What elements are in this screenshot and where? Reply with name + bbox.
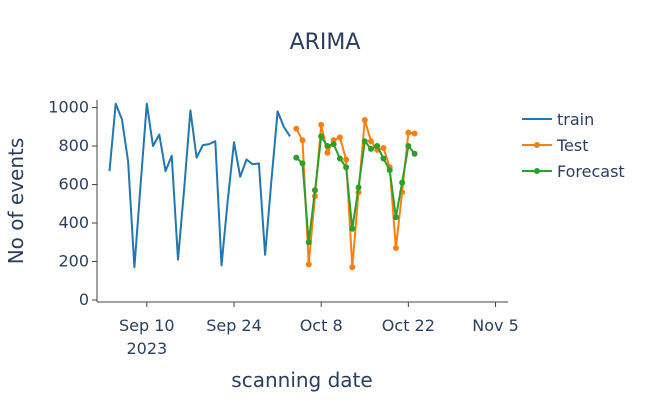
x-axis-title: scanning date — [231, 368, 372, 392]
data-point-forecast — [392, 214, 399, 221]
legend-label: Test — [556, 136, 589, 155]
x-tick-label: Nov 5 — [472, 316, 519, 335]
x-tick-label: Oct 8 — [300, 316, 343, 335]
data-point-test — [305, 261, 312, 268]
legend-swatch-marker — [534, 142, 540, 148]
data-point-forecast — [405, 143, 412, 150]
data-point-forecast — [299, 160, 306, 167]
x-tick-label: Oct 22 — [382, 316, 435, 335]
data-point-test — [380, 144, 387, 151]
x-axis: Sep 10 2023 Sep 24 Oct 8 Oct 22 Nov 5 — [97, 301, 519, 358]
data-point-forecast — [336, 155, 343, 162]
x-tick-label: Sep 10 — [119, 316, 175, 335]
y-tick-label: 200 — [58, 252, 89, 271]
legend-item-forecast[interactable]: Forecast — [522, 162, 625, 181]
series-forecast — [293, 133, 418, 246]
y-tick-label: 400 — [58, 213, 89, 232]
data-point-forecast — [380, 155, 387, 162]
legend-swatch-marker — [534, 168, 540, 174]
data-point-test — [324, 149, 331, 156]
data-point-test — [336, 134, 343, 141]
legend-label: train — [557, 110, 594, 129]
legend-label: Forecast — [557, 162, 625, 181]
data-point-forecast — [399, 179, 406, 186]
data-point-test — [293, 125, 300, 132]
data-point-forecast — [361, 138, 368, 145]
data-point-forecast — [411, 150, 418, 157]
data-point-test — [411, 130, 418, 137]
data-point-forecast — [330, 141, 337, 148]
y-tick-label: 0 — [79, 290, 89, 309]
data-point-forecast — [311, 187, 318, 194]
data-point-forecast — [318, 133, 325, 140]
data-point-test — [361, 117, 368, 124]
series-train — [108, 102, 291, 269]
data-point-forecast — [343, 164, 350, 171]
legend-item-train[interactable]: train — [522, 110, 594, 129]
y-axis: 0 200 400 600 800 1000 — [48, 98, 98, 309]
series-line-train — [108, 102, 291, 269]
y-tick-label: 800 — [58, 136, 89, 155]
x-tick-label: Sep 24 — [206, 316, 262, 335]
data-point-test — [392, 245, 399, 252]
data-point-forecast — [305, 239, 312, 246]
y-axis-title: No of events — [4, 138, 28, 265]
data-point-forecast — [349, 225, 356, 232]
legend-item-test[interactable]: Test — [522, 136, 589, 155]
data-point-forecast — [293, 154, 300, 161]
data-point-forecast — [324, 143, 331, 150]
data-point-test — [343, 156, 350, 163]
data-point-test — [349, 264, 356, 271]
data-point-forecast — [368, 145, 374, 152]
series-line-forecast — [295, 135, 416, 244]
x-tick-sublabel: 2023 — [126, 339, 167, 358]
data-point-forecast — [355, 184, 362, 191]
data-point-test — [299, 137, 306, 144]
plot-area — [108, 102, 418, 271]
data-point-test — [368, 138, 374, 145]
legend[interactable]: train Test Forecast — [522, 110, 625, 181]
data-point-test — [405, 129, 412, 136]
y-tick-label: 600 — [58, 175, 89, 194]
data-point-test — [318, 121, 325, 128]
data-point-forecast — [386, 167, 393, 174]
chart-title: ARIMA — [290, 30, 361, 55]
data-point-forecast — [374, 143, 381, 150]
series-test — [293, 117, 418, 271]
y-tick-label: 1000 — [48, 98, 89, 117]
